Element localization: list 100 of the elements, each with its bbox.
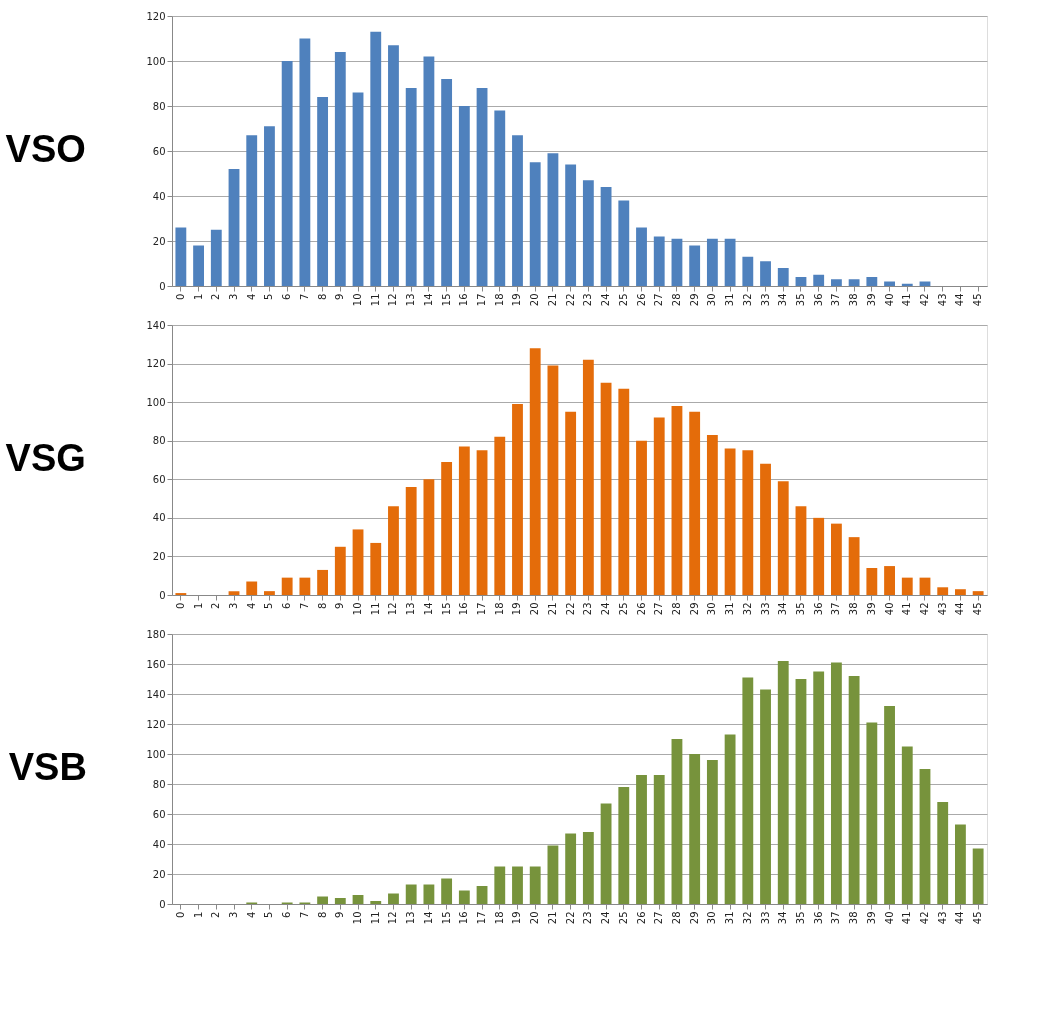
bar: [476, 450, 488, 595]
bar: [512, 404, 523, 595]
x-tick-label: 0: [174, 911, 186, 918]
bar: [175, 227, 187, 286]
bar: [866, 568, 878, 595]
bar: [600, 803, 612, 904]
bar: [512, 866, 523, 904]
x-tick-label: 26: [635, 602, 647, 616]
y-tick-label: 100: [146, 748, 166, 760]
bar: [246, 135, 258, 286]
bar: [565, 411, 577, 595]
x-tick-label: 27: [653, 602, 665, 616]
y-tick-label: 0: [159, 280, 166, 292]
bar: [334, 546, 346, 595]
x-tick-label: 6: [281, 911, 293, 918]
bar: [795, 506, 807, 595]
x-tick-label: 33: [759, 293, 771, 307]
y-tick-label: 100: [146, 55, 166, 67]
x-tick-label: 1: [192, 293, 204, 300]
x-tick-label: 45: [972, 911, 984, 925]
x-tick-label: 23: [582, 911, 594, 925]
y-tick-label: 60: [152, 145, 166, 157]
x-tick-label: 19: [511, 602, 523, 616]
x-tick-label: 37: [830, 293, 842, 307]
bar: [636, 227, 647, 286]
x-tick-label: 4: [245, 293, 257, 300]
x-tick-label: 34: [777, 911, 789, 925]
x-tick-label: 5: [263, 293, 275, 300]
x-tick-label: 24: [600, 293, 612, 307]
x-tick-label: 36: [812, 602, 824, 616]
x-tick-label: 37: [830, 602, 842, 616]
bar: [210, 229, 222, 286]
x-tick-label: 24: [600, 911, 612, 925]
bar: [476, 88, 488, 286]
bar: [866, 722, 878, 904]
bar: [866, 277, 878, 286]
bar: [547, 365, 559, 595]
x-tick-label: 4: [245, 602, 257, 609]
x-tick-label: 11: [369, 911, 381, 925]
x-tick-label: 16: [458, 602, 470, 616]
y-tick-label: 60: [152, 473, 166, 485]
bar: [724, 238, 736, 286]
bar: [742, 450, 754, 595]
bar: [388, 506, 399, 595]
x-tick-label: 32: [741, 911, 753, 925]
bar: [370, 542, 382, 595]
bar: [724, 448, 736, 595]
x-tick-label: 2: [210, 602, 222, 609]
y-tick-label: 20: [152, 550, 166, 562]
bar: [706, 238, 718, 286]
bar: [724, 734, 736, 904]
x-tick-label: 9: [334, 602, 346, 609]
x-tick-label: 28: [670, 602, 682, 616]
bar: [813, 671, 825, 904]
x-tick-label: 1: [192, 602, 204, 609]
x-tick-label: 34: [777, 602, 789, 616]
y-tick-label: 180: [146, 628, 166, 640]
y-tick-label: 120: [146, 10, 166, 22]
x-tick-label: 23: [582, 293, 594, 307]
x-tick-label: 13: [405, 293, 417, 307]
x-tick-label: 7: [298, 293, 310, 300]
x-tick-label: 43: [936, 293, 948, 307]
x-tick-label: 38: [848, 293, 860, 307]
y-tick-label: 80: [152, 778, 166, 790]
bar: [565, 833, 577, 904]
bar: [830, 523, 842, 595]
text: VSO: [5, 128, 86, 170]
x-tick-label: 35: [794, 293, 806, 307]
x-tick-label: 12: [387, 602, 399, 616]
x-tick-label: 41: [901, 602, 913, 616]
x-tick-label: 1: [192, 911, 204, 918]
y-tick-label: 80: [152, 100, 166, 112]
bar: [901, 577, 913, 595]
x-tick-label: 10: [352, 911, 364, 925]
bar: [653, 417, 665, 595]
x-tick-label: 11: [369, 293, 381, 307]
bar: [334, 52, 346, 286]
bar: [582, 832, 594, 904]
bar: [352, 92, 364, 286]
x-tick-label: 17: [476, 602, 488, 616]
bar: [760, 463, 771, 595]
bar: [582, 180, 594, 286]
x-tick-label: 42: [918, 911, 930, 925]
x-tick-label: 39: [865, 911, 877, 925]
x-tick-label: 11: [369, 602, 381, 616]
x-tick-label: 0: [174, 602, 186, 609]
bar: [299, 577, 311, 595]
bar: [760, 261, 771, 286]
bar: [689, 245, 701, 286]
x-tick-label: 2: [210, 911, 222, 918]
bar: [317, 896, 329, 904]
x-tick-label: 15: [440, 293, 452, 307]
x-tick-label: 17: [476, 911, 488, 925]
bar: [529, 162, 541, 286]
bar: [423, 884, 435, 904]
bar: [901, 283, 913, 286]
y-tick-label: 20: [152, 235, 166, 247]
bar: [706, 760, 718, 904]
bar: [334, 898, 346, 904]
x-tick-label: 42: [918, 602, 930, 616]
